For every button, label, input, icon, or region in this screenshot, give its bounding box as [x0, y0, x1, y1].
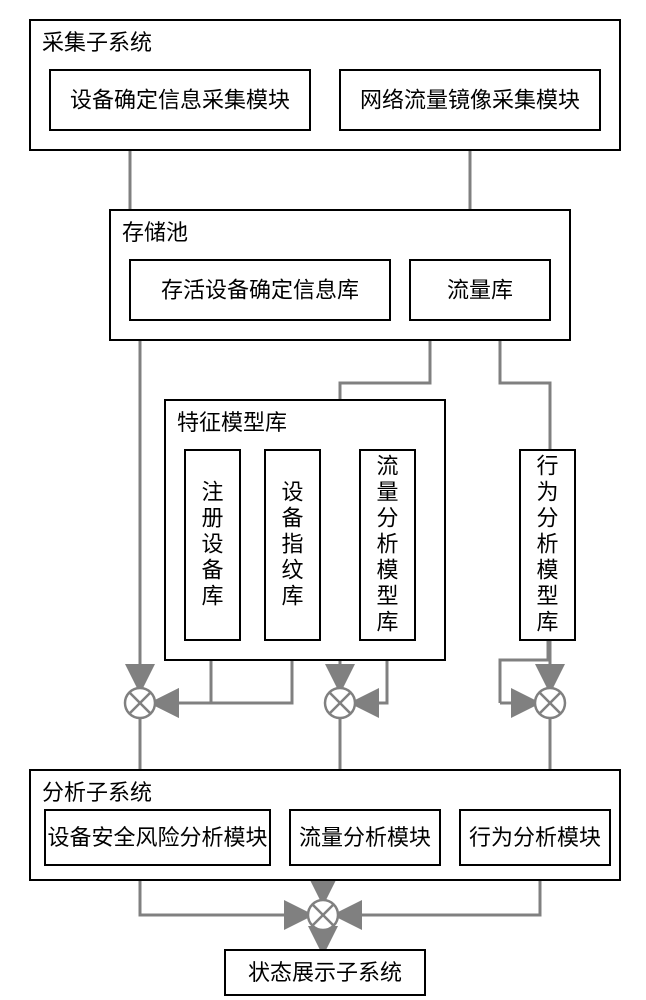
- analysis_dev-label: 设备安全风险分析模块: [47, 825, 267, 850]
- box-storage_dev: 存活设备确定信息库: [130, 260, 390, 320]
- box-feature_fp: 设备指纹库: [265, 450, 320, 640]
- feature_flow-label: 流量分析模型库: [376, 454, 398, 635]
- box-storage_flow: 流量库: [410, 260, 550, 320]
- junction-j_beh: [535, 688, 565, 718]
- analysis_beh-label: 行为分析模块: [469, 825, 601, 850]
- feature_beh-label: 行为分析模型库: [536, 454, 558, 635]
- box-analysis_flow: 流量分析模块: [290, 810, 440, 865]
- collect_sys-title: 采集子系统: [42, 30, 152, 55]
- analysis_flow-label: 流量分析模块: [299, 825, 431, 850]
- box-collect_dev: 设备确定信息采集模块: [50, 70, 310, 130]
- collect_net-label: 网络流量镜像采集模块: [360, 88, 580, 113]
- box-feature_flow: 流量分析模型库: [360, 450, 415, 640]
- storage_flow-label: 流量库: [447, 278, 513, 303]
- analysis_sys-title: 分析子系统: [42, 780, 152, 805]
- feature_sys-title: 特征模型库: [177, 410, 287, 435]
- storage_sys-title: 存储池: [122, 220, 188, 245]
- status_sys-label: 状态展示子系统: [248, 960, 402, 985]
- box-feature_reg: 注册设备库: [185, 450, 240, 640]
- box-analysis_dev: 设备安全风险分析模块: [45, 810, 270, 865]
- box-analysis_beh: 行为分析模块: [460, 810, 610, 865]
- collect_dev-label: 设备确定信息采集模块: [70, 88, 290, 113]
- box-collect_net: 网络流量镜像采集模块: [340, 70, 600, 130]
- storage_dev-label: 存活设备确定信息库: [161, 278, 359, 303]
- feature_fp-label: 设备指纹库: [281, 480, 303, 609]
- flow-diagram: 采集子系统设备确定信息采集模块 网络流量镜像采集模块存储池存活设备确定信息库 流量库…: [0, 0, 646, 1000]
- junction-j_status: [308, 900, 338, 930]
- junction-j_flow: [325, 688, 355, 718]
- feature_reg-label: 注册设备库: [201, 480, 223, 609]
- box-status_sys: 状态展示子系统: [225, 950, 425, 995]
- junction-j_dev: [125, 688, 155, 718]
- box-feature_beh: 行为分析模型库: [520, 450, 575, 640]
